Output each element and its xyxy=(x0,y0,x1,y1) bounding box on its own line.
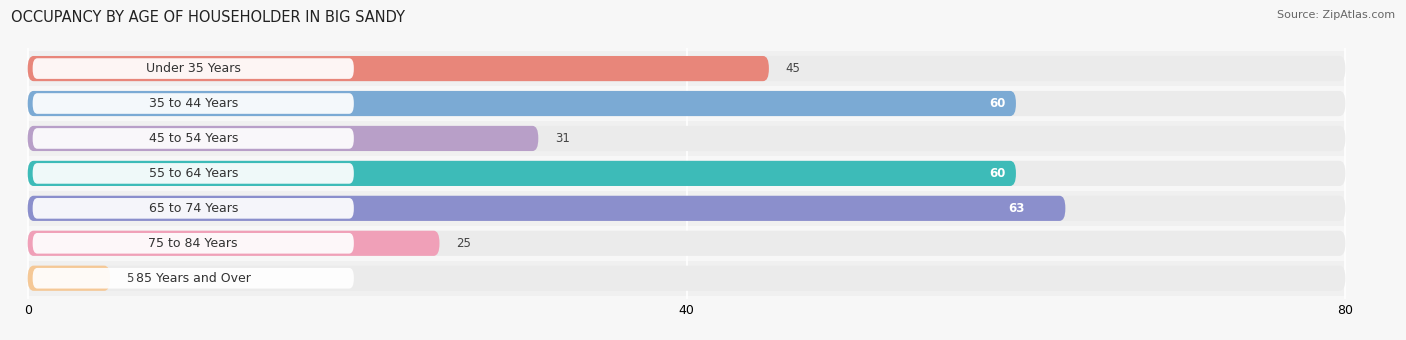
FancyBboxPatch shape xyxy=(28,56,1346,81)
FancyBboxPatch shape xyxy=(28,126,538,151)
Text: 25: 25 xyxy=(456,237,471,250)
Text: 31: 31 xyxy=(555,132,569,145)
FancyBboxPatch shape xyxy=(28,161,1346,186)
Text: 35 to 44 Years: 35 to 44 Years xyxy=(149,97,238,110)
FancyBboxPatch shape xyxy=(28,91,1346,116)
Text: 45: 45 xyxy=(786,62,800,75)
FancyBboxPatch shape xyxy=(32,268,354,289)
Text: 75 to 84 Years: 75 to 84 Years xyxy=(149,237,238,250)
FancyBboxPatch shape xyxy=(28,91,1017,116)
Text: Source: ZipAtlas.com: Source: ZipAtlas.com xyxy=(1277,10,1395,20)
FancyBboxPatch shape xyxy=(28,191,1346,226)
FancyBboxPatch shape xyxy=(28,266,1346,291)
Text: Under 35 Years: Under 35 Years xyxy=(146,62,240,75)
FancyBboxPatch shape xyxy=(28,121,1346,156)
FancyBboxPatch shape xyxy=(28,231,440,256)
FancyBboxPatch shape xyxy=(32,198,354,219)
FancyBboxPatch shape xyxy=(28,86,1346,121)
FancyBboxPatch shape xyxy=(28,266,110,291)
FancyBboxPatch shape xyxy=(28,231,1346,256)
Text: 63: 63 xyxy=(1008,202,1025,215)
FancyBboxPatch shape xyxy=(32,128,354,149)
Text: 65 to 74 Years: 65 to 74 Years xyxy=(149,202,238,215)
Text: 55 to 64 Years: 55 to 64 Years xyxy=(149,167,238,180)
FancyBboxPatch shape xyxy=(32,93,354,114)
FancyBboxPatch shape xyxy=(28,161,1017,186)
FancyBboxPatch shape xyxy=(28,196,1066,221)
Text: 5: 5 xyxy=(127,272,134,285)
Text: 60: 60 xyxy=(990,167,1007,180)
Text: 45 to 54 Years: 45 to 54 Years xyxy=(149,132,238,145)
Text: 60: 60 xyxy=(990,97,1007,110)
FancyBboxPatch shape xyxy=(32,58,354,79)
FancyBboxPatch shape xyxy=(28,126,1346,151)
Text: 85 Years and Over: 85 Years and Over xyxy=(136,272,250,285)
FancyBboxPatch shape xyxy=(28,196,1346,221)
FancyBboxPatch shape xyxy=(972,200,1062,217)
FancyBboxPatch shape xyxy=(32,233,354,254)
FancyBboxPatch shape xyxy=(28,261,1346,296)
FancyBboxPatch shape xyxy=(28,56,769,81)
FancyBboxPatch shape xyxy=(28,226,1346,261)
FancyBboxPatch shape xyxy=(32,163,354,184)
Text: OCCUPANCY BY AGE OF HOUSEHOLDER IN BIG SANDY: OCCUPANCY BY AGE OF HOUSEHOLDER IN BIG S… xyxy=(11,10,405,25)
FancyBboxPatch shape xyxy=(28,51,1346,86)
FancyBboxPatch shape xyxy=(28,156,1346,191)
